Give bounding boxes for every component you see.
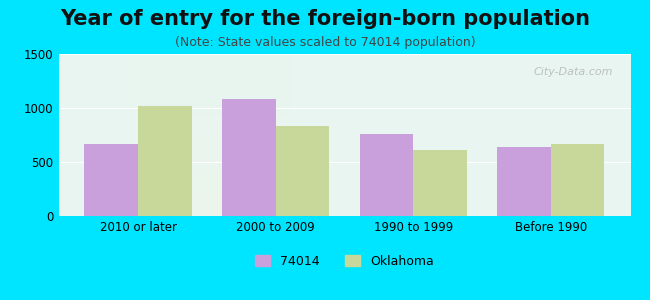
Bar (222, 99, 276, 216)
Bar (276, 126, 329, 216)
Text: Year of entry for the foreign-born population: Year of entry for the foreign-born popul… (60, 9, 590, 29)
Bar (551, 144, 604, 216)
Bar (413, 150, 467, 216)
Text: (Note: State values scaled to 74014 population): (Note: State values scaled to 74014 popu… (175, 36, 475, 49)
Bar (497, 147, 551, 216)
Bar (360, 134, 413, 216)
Bar (84, 144, 138, 216)
Bar (138, 106, 192, 216)
Text: City-Data.com: City-Data.com (534, 67, 614, 77)
Legend: 74014, Oklahoma: 74014, Oklahoma (252, 251, 437, 271)
